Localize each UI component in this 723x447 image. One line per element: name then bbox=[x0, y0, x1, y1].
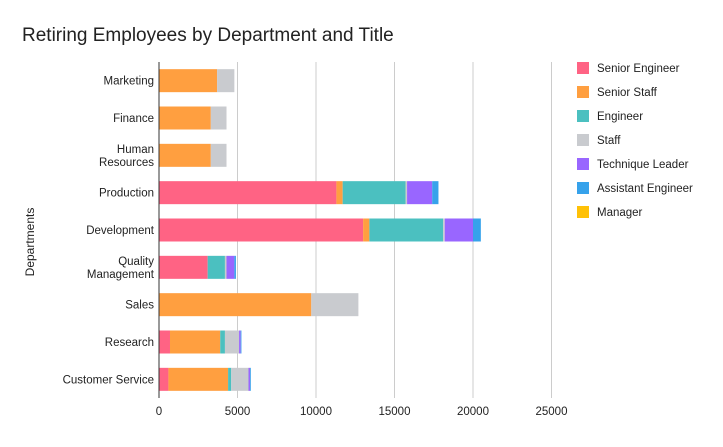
x-tick-label: 5000 bbox=[225, 406, 251, 418]
bar-segment bbox=[311, 293, 359, 317]
bar-segment bbox=[159, 143, 211, 167]
x-tick-label: 20000 bbox=[457, 406, 489, 418]
legend-label: Manager bbox=[597, 207, 643, 219]
y-category-label: Quality bbox=[118, 256, 154, 268]
bar-segment bbox=[250, 367, 251, 391]
bar-segment bbox=[168, 367, 229, 391]
bar-segment bbox=[224, 330, 240, 354]
legend-label: Staff bbox=[597, 135, 621, 147]
bar-segment bbox=[220, 330, 225, 354]
bar-segment bbox=[336, 181, 343, 205]
bar-segment bbox=[224, 255, 227, 279]
legend-swatch bbox=[577, 158, 589, 170]
y-category-label: Development bbox=[86, 225, 155, 237]
legend-label: Assistant Engineer bbox=[597, 183, 693, 195]
legend-label: Senior Engineer bbox=[597, 63, 680, 75]
axes: 0 5000 10000 15000 20000 25000 Marketing Financ… bbox=[63, 62, 568, 418]
bar-segment bbox=[226, 255, 235, 279]
x-tick-label: 25000 bbox=[536, 406, 568, 418]
legend-label: Technique Leader bbox=[597, 159, 689, 171]
bar-segment bbox=[369, 218, 444, 242]
legend-label: Engineer bbox=[597, 111, 643, 123]
bar-segment bbox=[405, 181, 408, 205]
bar-segment bbox=[159, 255, 208, 279]
bar-segment bbox=[159, 218, 364, 242]
bar-segment bbox=[159, 69, 218, 93]
x-tick-label: 15000 bbox=[379, 406, 411, 418]
legend-swatch bbox=[577, 62, 589, 74]
bar-segment bbox=[159, 330, 170, 354]
bar-segment bbox=[207, 255, 225, 279]
legend-swatch bbox=[577, 134, 589, 146]
y-category-label: Marketing bbox=[104, 76, 155, 88]
bar-segment bbox=[159, 106, 211, 130]
y-category-label: Customer Service bbox=[63, 374, 154, 386]
bar-segment bbox=[473, 218, 481, 242]
bars bbox=[159, 69, 481, 391]
bar-segment bbox=[217, 69, 235, 93]
bar-segment bbox=[231, 367, 249, 391]
legend-label: Senior Staff bbox=[597, 87, 658, 99]
chart-title: Retiring Employees by Department and Tit… bbox=[22, 25, 394, 46]
x-tick-label: 10000 bbox=[300, 406, 332, 418]
bar-segment bbox=[210, 143, 227, 167]
y-category-label: Production bbox=[99, 188, 154, 200]
bar-segment bbox=[159, 367, 169, 391]
bar-segment bbox=[248, 367, 251, 391]
y-category-label: Finance bbox=[113, 113, 154, 125]
bar-segment bbox=[234, 255, 236, 279]
legend-swatch bbox=[577, 206, 589, 218]
x-tick-label: 0 bbox=[156, 406, 162, 418]
bar-segment bbox=[228, 367, 232, 391]
legend-swatch bbox=[577, 110, 589, 122]
legend-swatch bbox=[577, 86, 589, 98]
bar-segment bbox=[443, 218, 445, 242]
bar-segment bbox=[239, 330, 241, 354]
bar-segment bbox=[342, 181, 406, 205]
legend-swatch bbox=[577, 182, 589, 194]
bar-segment bbox=[363, 218, 370, 242]
bar-segment bbox=[159, 293, 312, 317]
y-category-label: Human bbox=[117, 144, 154, 156]
bar-segment bbox=[159, 181, 337, 205]
bar-segment bbox=[210, 106, 227, 130]
y-category-label: Resources bbox=[99, 157, 154, 169]
bar-segment bbox=[240, 330, 242, 354]
y-category-label: Sales bbox=[125, 300, 154, 312]
y-category-label: Management bbox=[87, 269, 155, 281]
bar-segment bbox=[407, 181, 433, 205]
bar-segment bbox=[444, 218, 473, 242]
bar-segment bbox=[432, 181, 439, 205]
y-axis-title: Departments bbox=[23, 208, 37, 277]
bar-segment bbox=[169, 330, 221, 354]
y-category-label: Research bbox=[105, 337, 154, 349]
legend: Senior Engineer Senior Staff Engineer Staff… bbox=[577, 62, 693, 219]
